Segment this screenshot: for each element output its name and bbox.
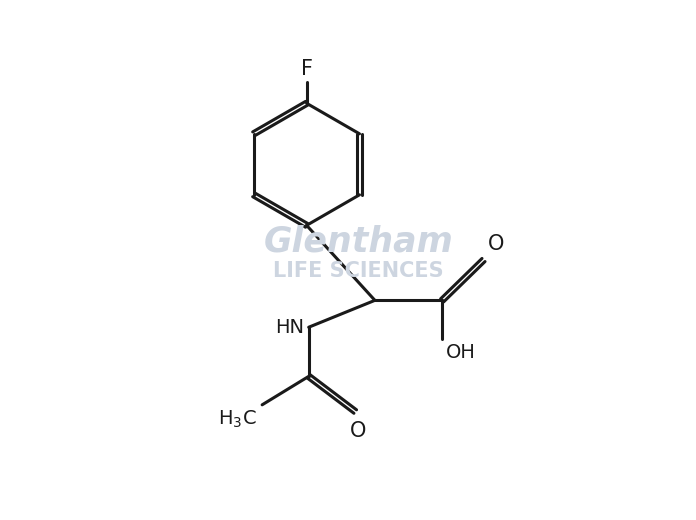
Text: H$_3$C: H$_3$C: [219, 409, 257, 430]
Text: OH: OH: [446, 343, 476, 362]
Text: O: O: [349, 421, 366, 441]
Text: LIFE SCIENCES: LIFE SCIENCES: [273, 262, 443, 281]
Text: HN: HN: [276, 318, 305, 337]
Text: Glentham: Glentham: [263, 225, 453, 259]
Text: O: O: [488, 234, 504, 254]
Text: F: F: [301, 59, 313, 79]
